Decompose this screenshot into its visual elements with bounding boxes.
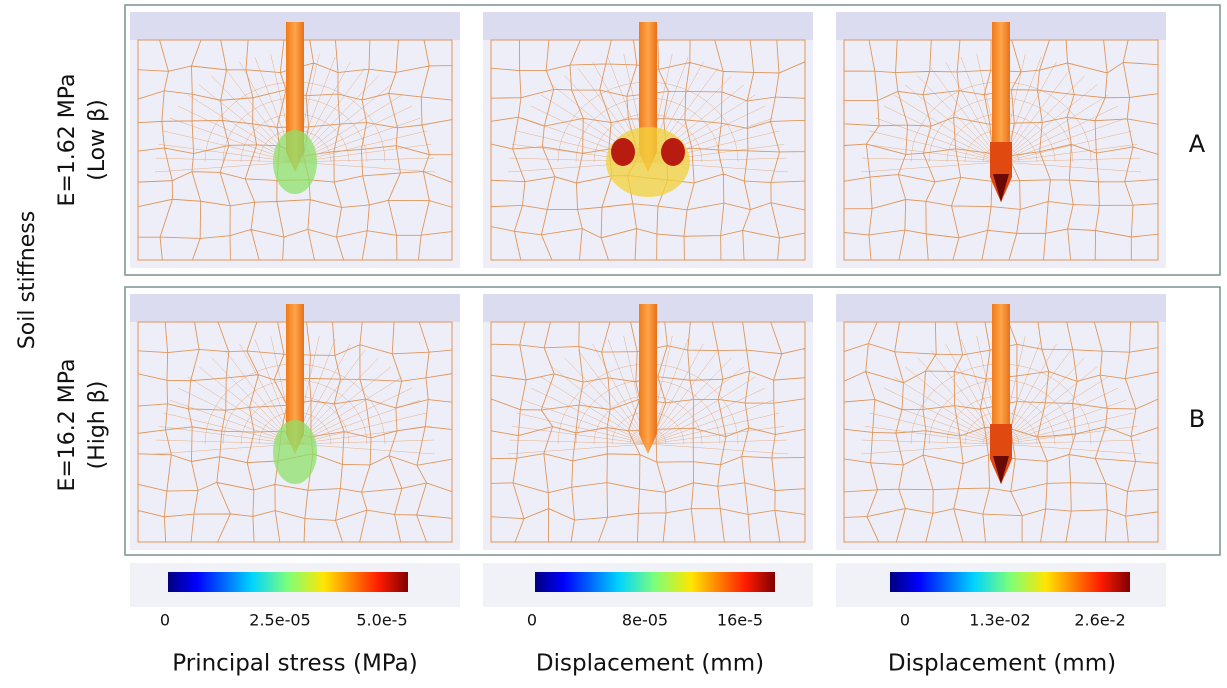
row-label: E=1.62 MPa	[55, 73, 80, 206]
colorbar-title: Displacement (mm)	[536, 651, 764, 677]
colorbar-tick: 1.3e-02	[969, 611, 1030, 630]
row-tag: B	[1189, 405, 1205, 433]
pile	[639, 304, 657, 454]
row-label: E=16.2 MPa	[55, 358, 80, 491]
colorbar-tick: 0	[160, 611, 170, 630]
colorbar-tick: 0	[900, 611, 910, 630]
colorbar-title: Displacement (mm)	[888, 651, 1116, 677]
disp-zone	[661, 138, 685, 166]
row-tag: A	[1189, 130, 1206, 158]
colorbar-tick: 2.6e-2	[1074, 611, 1125, 630]
row-label: (High β)	[85, 381, 110, 470]
page: Soil stiffness E=1.62 MPa (Low β) E=16.2…	[0, 0, 1227, 688]
colorbar	[168, 572, 408, 592]
colorbar-tick: 0	[527, 611, 537, 630]
colorbar-tick: 16e-5	[717, 611, 763, 630]
side-label: Soil stiffness	[15, 211, 40, 349]
colorbar-tick: 2.5e-05	[249, 611, 310, 630]
colorbar-title: Principal stress (MPa)	[172, 651, 417, 677]
row-label: (Low β)	[85, 99, 110, 181]
colorbar	[535, 572, 775, 592]
colorbar	[890, 572, 1130, 592]
panels	[130, 12, 1166, 550]
stress-zone	[273, 130, 317, 194]
stress-zone	[273, 420, 317, 484]
figure: Soil stiffness E=1.62 MPa (Low β) E=16.2…	[0, 0, 1227, 684]
colorbar-tick: 8e-05	[622, 611, 668, 630]
disp-zone	[611, 138, 635, 166]
colorbar-tick: 5.0e-5	[356, 611, 407, 630]
